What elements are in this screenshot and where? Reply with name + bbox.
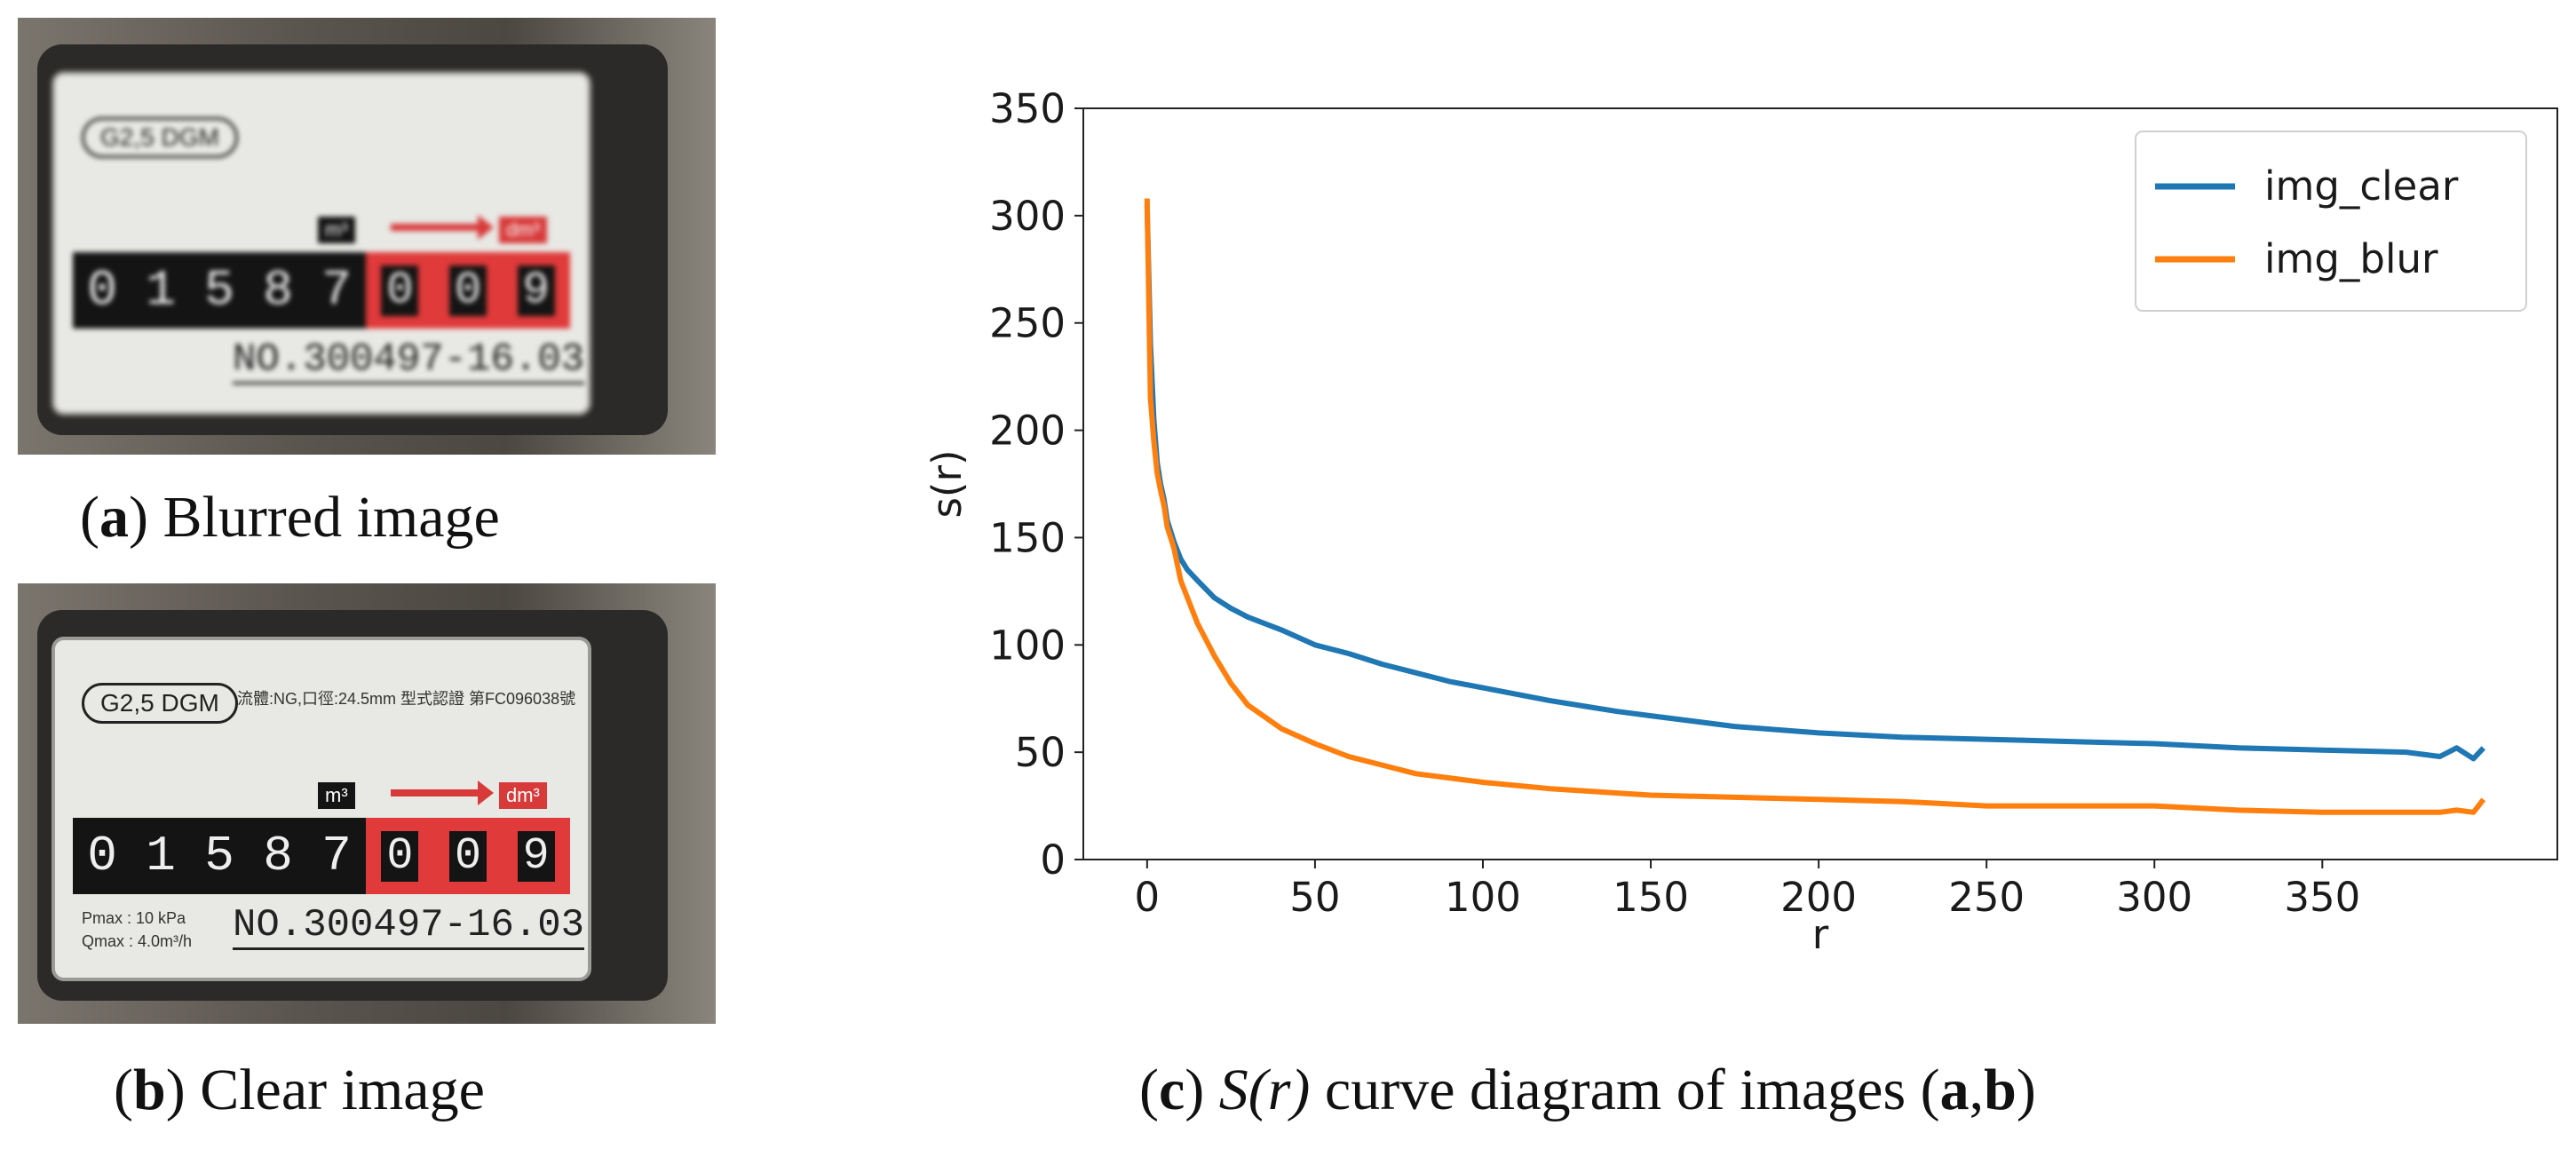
series-line-img-blur [1144,198,2486,815]
counter-dm3-digits: 0 0 9 [366,818,570,894]
legend-label: img_clear [2264,162,2459,210]
y-tick-label: 300 [989,193,1066,240]
counter-digit: 0 [381,830,419,882]
counter-digit: 8 [263,828,293,884]
counter-digit: 8 [263,262,293,319]
x-tick-label: 150 [1613,874,1689,921]
x-tick-label: 200 [1780,874,1857,921]
series-layer [1144,198,2486,815]
counter-digit: 0 [448,830,487,882]
y-tick-label: 50 [1015,729,1066,776]
caption-text: Blurred image [147,485,500,550]
counter-digit: 5 [204,828,234,884]
counter-digit: 9 [517,830,555,882]
clear-meter-photo: G2,5 DGM 流體:NG,口徑:24.5mm 型式認證 第FC096038號… [18,583,716,1024]
meter-counter: 0 1 5 8 7 0 0 9 [73,818,570,894]
legend-label: img_blur [2264,235,2438,282]
caption-text: Clear image [185,1058,485,1122]
y-tick-label: 100 [989,622,1066,669]
counter-dm3-digits: 0 0 9 [366,252,570,329]
caption-text-mid: curve diagram of images ( [1310,1058,1940,1122]
unit-m3-label: m³ [318,217,355,243]
y-tick-label: 350 [989,85,1066,132]
legend-box [2135,131,2527,312]
meter-model-label: G2,5 DGM [82,683,238,724]
y-axis-title: s(r) [923,449,971,518]
y-tick-label: 200 [989,408,1066,455]
y-tick-label: 0 [1040,836,1066,884]
meter-faceplate: G2,5 DGM 流體:NG,口徑:24.5mm 型式認證 第FC096038號… [52,637,591,981]
caption-comma: , [1969,1058,1985,1122]
x-tick-label: 350 [2284,874,2360,921]
counter-digit: 9 [517,265,555,316]
counter-m3-digits: 0 1 5 8 7 [73,252,366,329]
x-tick-label: 50 [1289,874,1340,921]
counter-m3-digits: 0 1 5 8 7 [73,818,366,894]
caption-letter: a [99,485,129,550]
counter-digit: 0 [87,262,117,319]
counter-digit: 0 [448,265,487,316]
counter-digit: 1 [146,262,176,319]
unit-dm3-label: dm³ [499,782,547,809]
flow-arrow-icon [391,781,494,805]
x-tick-label: 250 [1948,874,2025,921]
caption-c: (c) S(r) curve diagram of images (a,b) [1139,1058,2036,1122]
y-tick-label: 250 [989,300,1066,347]
unit-dm3-label: dm³ [499,217,547,243]
meter-spec-text: 流體:NG,口徑:24.5mm 型式認證 第FC096038號 [237,690,576,708]
caption-letter: b [132,1058,166,1122]
meter-ratings: Pmax : 10 kPa Qmax : 4.0m³/h [82,907,192,953]
meter-serial-number: NO.300497-16.03 [233,903,585,950]
caption-letter: c [1158,1058,1185,1122]
sr-curve-chart: 0 50 100 150 200 250 300 350 0 50 100 150 200 250 300 3… [923,85,2558,958]
x-tick-label: 300 [2116,874,2192,921]
pmax-text: Pmax : 10 kPa [82,909,186,927]
counter-digit: 0 [381,265,419,316]
x-tick-label: 100 [1445,874,1521,921]
flow-arrow-icon [391,215,494,240]
counter-digit: 5 [204,262,234,319]
caption-ref-b: b [1984,1058,2017,1122]
counter-digit: 0 [87,828,117,884]
counter-digit: 7 [321,828,352,884]
caption-text-prefix [1204,1058,1219,1122]
x-axis-title: r [1812,911,1829,958]
caption-a: (a) Blurred image [80,485,500,550]
meter-model-label: G2,5 DGM [82,117,238,158]
unit-m3-label: m³ [318,782,355,809]
meter-faceplate: G2,5 DGM m³ dm³ 0 1 5 8 7 0 0 9 NO.30049… [52,71,591,416]
caption-text-end: ) [2016,1058,2036,1122]
x-tick-label: 0 [1135,874,1161,921]
counter-digit: 7 [321,262,352,319]
caption-ref-a: a [1939,1058,1970,1122]
y-tick-label: 150 [989,514,1066,561]
meter-counter: 0 1 5 8 7 0 0 9 [73,252,570,329]
chart-legend: img_clear img_blur [2135,131,2527,312]
qmax-text: Qmax : 4.0m³/h [82,932,193,950]
chart-axes: 0 50 100 150 200 250 300 350 0 50 100 150 200 250 300 3… [923,85,2558,958]
meter-serial-number: NO.300497-16.03 [233,337,585,384]
plot-frame [1082,107,2558,860]
caption-b: (b) Clear image [114,1058,485,1122]
caption-italic-sr: S(r) [1218,1058,1311,1122]
blurred-meter-photo: G2,5 DGM m³ dm³ 0 1 5 8 7 0 0 9 NO.30049… [18,18,716,455]
counter-digit: 1 [146,828,176,884]
